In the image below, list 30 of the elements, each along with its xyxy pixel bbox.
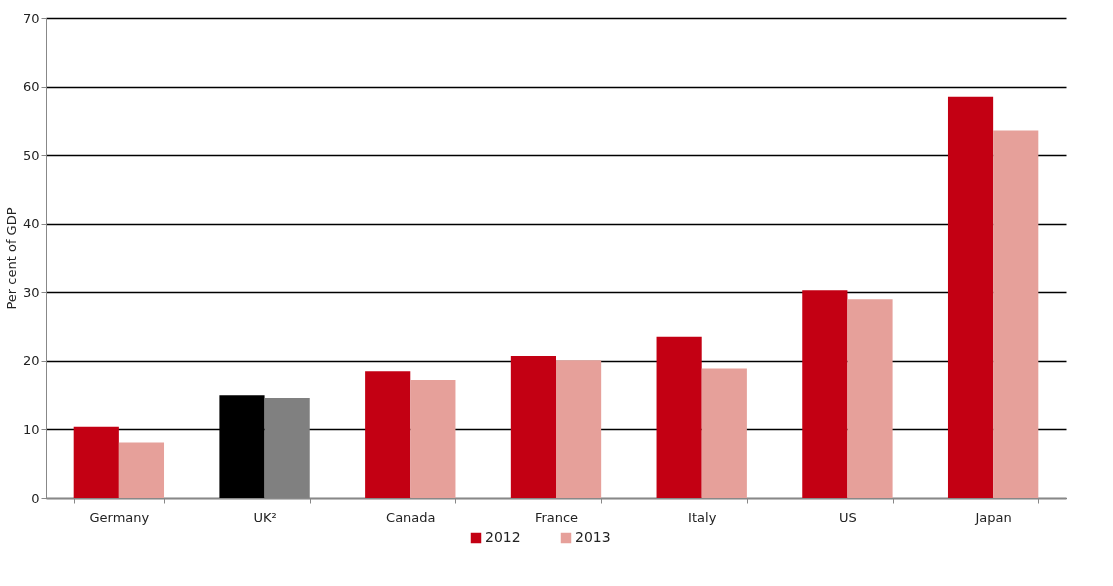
bar [947, 96, 994, 498]
bar [556, 360, 602, 498]
bar [365, 371, 411, 498]
legend-label: 2013 [575, 529, 611, 545]
bar [656, 336, 702, 498]
y-tick-label: 10 [22, 421, 40, 437]
x-tick-label: Italy [688, 509, 717, 525]
y-axis-title: Per cent of GDP [3, 207, 19, 310]
y-tick-label: 20 [22, 353, 40, 369]
x-tick-label: Germany [89, 509, 150, 525]
legend-label: 2012 [485, 529, 521, 545]
y-tick-label: 70 [22, 10, 40, 26]
x-tick-label: UK² [253, 509, 277, 525]
y-tick-label: 40 [22, 216, 40, 232]
bar [802, 290, 848, 498]
y-tick-label: 0 [31, 490, 40, 506]
y-tick-label: 50 [22, 147, 40, 163]
bar [510, 356, 556, 498]
y-tick-label: 30 [22, 284, 40, 300]
bar [993, 130, 1039, 498]
bar [410, 380, 456, 498]
bar [118, 442, 165, 498]
y-tick-label: 60 [22, 79, 40, 95]
bar [73, 426, 119, 498]
bar [847, 299, 893, 498]
bar [701, 368, 747, 498]
x-tick-label: US [839, 509, 857, 525]
x-tick-label: Canada [386, 509, 436, 525]
x-tick-label: Japan [974, 509, 1012, 525]
x-tick-label: France [534, 509, 579, 525]
